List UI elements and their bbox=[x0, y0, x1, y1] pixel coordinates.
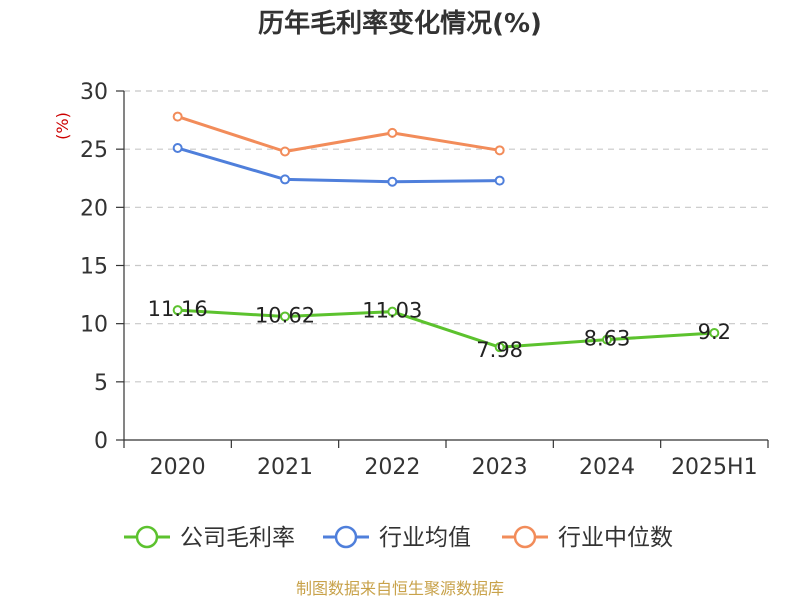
data-point bbox=[172, 305, 183, 316]
data-point bbox=[172, 111, 183, 122]
data-label: 8.63 bbox=[584, 327, 631, 351]
data-point bbox=[280, 311, 290, 322]
data-point bbox=[387, 127, 398, 138]
series-group bbox=[172, 111, 720, 353]
data-point bbox=[387, 176, 398, 187]
x-tick-label: 2020 bbox=[150, 455, 206, 480]
series-line bbox=[177, 308, 715, 349]
legend-item[interactable]: 行业均值 bbox=[323, 525, 471, 551]
source-note: 制图数据来自恒生聚源数据库 bbox=[296, 579, 504, 598]
data-point bbox=[494, 145, 505, 156]
data-point bbox=[280, 174, 290, 185]
series-line bbox=[177, 146, 500, 184]
data-point bbox=[172, 143, 183, 154]
grid-lines bbox=[124, 90, 768, 383]
data-label: 11.16 bbox=[148, 297, 208, 321]
y-tick-label: 0 bbox=[94, 429, 108, 454]
legend-swatch-marker bbox=[135, 525, 159, 549]
legend-swatch-marker bbox=[513, 525, 537, 549]
axes: 0 5 10 15 20 25 30 2020 2021 2022 2023 2024 2025H1 bbox=[80, 80, 769, 480]
y-tick-label: 20 bbox=[80, 196, 108, 221]
data-point bbox=[387, 306, 398, 317]
y-tick-label: 5 bbox=[94, 371, 108, 396]
data-label: 9.2 bbox=[698, 320, 731, 344]
y-tick-label: 30 bbox=[80, 80, 108, 105]
data-point bbox=[602, 334, 612, 345]
x-tick-label: 2025H1 bbox=[671, 455, 758, 480]
legend-label: 公司毛利率 bbox=[180, 525, 295, 551]
y-axis-unit: (%) bbox=[53, 112, 72, 140]
y-tick-label: 15 bbox=[80, 255, 108, 280]
data-label: 11.03 bbox=[362, 299, 422, 323]
data-label: 10.62 bbox=[255, 303, 315, 327]
legend-label: 行业均值 bbox=[379, 525, 471, 551]
data-point bbox=[494, 342, 505, 353]
chart-title: 历年毛利率变化情况(%) bbox=[258, 8, 542, 39]
x-tick-label: 2024 bbox=[579, 455, 635, 480]
y-tick-label: 10 bbox=[80, 313, 108, 338]
y-tick-label: 25 bbox=[80, 138, 108, 163]
series-line bbox=[177, 115, 500, 153]
legend[interactable]: 公司毛利率 行业均值 行业中位数 bbox=[124, 525, 673, 551]
legend-item[interactable]: 行业中位数 bbox=[502, 525, 673, 551]
data-point bbox=[709, 327, 720, 338]
x-tick-label: 2022 bbox=[364, 455, 420, 480]
data-labels: 11.16 10.62 11.03 7.98 8.63 9.2 bbox=[148, 297, 731, 362]
data-point bbox=[494, 175, 505, 186]
x-tick-label: 2023 bbox=[472, 455, 528, 480]
x-tick-label: 2021 bbox=[257, 455, 313, 480]
legend-label: 行业中位数 bbox=[558, 525, 673, 551]
data-label: 7.98 bbox=[476, 338, 523, 362]
data-point bbox=[280, 146, 290, 157]
legend-swatch-marker bbox=[334, 525, 358, 549]
legend-item[interactable]: 公司毛利率 bbox=[124, 525, 295, 551]
